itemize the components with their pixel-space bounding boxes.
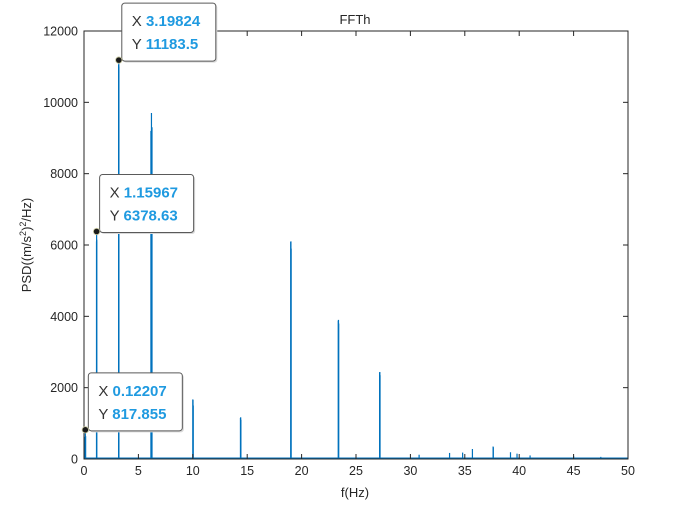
datatip-x-value: 3.19824 — [146, 13, 201, 30]
datatip-y-key: Y — [110, 207, 124, 224]
y-axis-label-sup-1: 2 — [18, 231, 28, 236]
y-tick-label: 2000 — [50, 381, 78, 395]
datatip-y-value: 817.855 — [112, 406, 166, 423]
x-tick-label: 50 — [621, 464, 635, 478]
x-tick-label: 45 — [567, 464, 581, 478]
datatip-y-key: Y — [132, 36, 146, 53]
x-tick-label: 20 — [295, 464, 309, 478]
y-axis-label-sup-2: 2 — [18, 222, 28, 227]
datatip-marker[interactable] — [93, 227, 101, 236]
datatip-x-key: X — [132, 13, 146, 30]
datatip-x-key: X — [110, 184, 124, 201]
datatip-marker[interactable] — [115, 56, 123, 64]
x-axis-label: f(Hz) — [341, 485, 369, 500]
x-tick-label: 15 — [240, 464, 254, 478]
x-tick-label: 25 — [349, 464, 363, 478]
x-tick-label: 10 — [186, 464, 200, 478]
datatip-box — [99, 173, 195, 233]
datatip-x-key: X — [98, 383, 112, 400]
datatip-y-row: Y 817.855 — [98, 406, 166, 423]
y-tick-label: 0 — [71, 453, 78, 467]
x-tick-label: 30 — [403, 464, 417, 478]
x-tick-label: 40 — [512, 464, 526, 478]
x-tick-label: 35 — [458, 464, 472, 478]
axis-ticks: 0 5 10 15 20 25 30 35 40 45 50 0 2000 4000 6000 8000 100… — [43, 25, 635, 479]
datatip-x-row: X 3.19824 — [132, 13, 201, 30]
y-axis-label-part-3: /Hz) — [19, 198, 34, 222]
datatip-box — [87, 372, 183, 432]
y-axis-label-part-1: PSD((m/s — [19, 235, 34, 292]
y-tick-label: 10000 — [43, 96, 78, 110]
datatip-x-row: X 1.15967 — [110, 184, 178, 201]
datatip-x-row: X 0.12207 — [98, 383, 166, 400]
y-tick-label: 8000 — [50, 167, 78, 181]
datatip-y-value: 6378.63 — [124, 207, 178, 224]
datatip-y-row: Y 6378.63 — [110, 207, 178, 224]
y-axis-label: PSD((m/s2)2/Hz) — [18, 198, 34, 293]
datatip-x-value: 1.15967 — [124, 184, 178, 201]
y-tick-label: 4000 — [50, 310, 78, 324]
y-axis-label-part-2: ) — [19, 227, 34, 231]
datatip-x-value: 0.12207 — [113, 383, 167, 400]
datatip-y-row: Y 11183.5 — [132, 36, 198, 53]
x-tick-label: 0 — [81, 464, 88, 478]
datatip-box — [121, 2, 217, 62]
datatip-y-key: Y — [98, 406, 112, 423]
chart-title: FFTh — [339, 12, 370, 27]
x-tick-label: 5 — [135, 464, 142, 478]
y-tick-label: 12000 — [43, 25, 78, 39]
y-tick-label: 6000 — [50, 239, 78, 253]
datatip-y-value: 11183.5 — [146, 36, 199, 53]
datatip-marker[interactable] — [81, 426, 89, 434]
